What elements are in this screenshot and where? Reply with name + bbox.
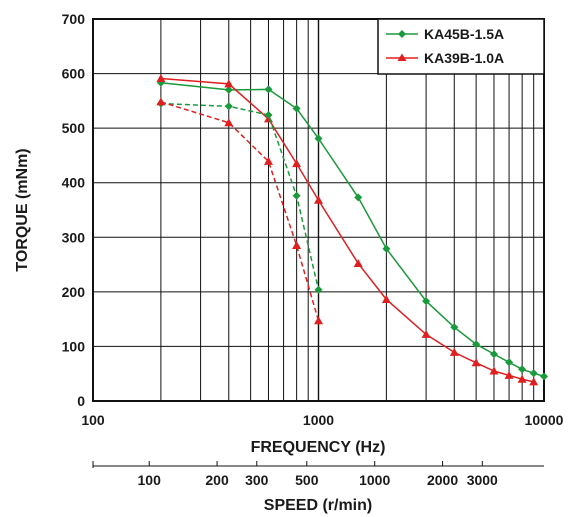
data-point	[292, 104, 301, 113]
data-point	[505, 358, 514, 367]
speed-axis-title: SPEED (r/min)	[264, 497, 372, 514]
tick-labels: 0 100 200 300 400 500 600 700 100 1000 10000	[62, 11, 564, 428]
legend-marker-ka45b	[398, 30, 406, 38]
speed-tick-label: 2000	[427, 472, 458, 488]
data-point	[314, 134, 323, 143]
legend: KA45B-1.5A KA39B-1.0A	[377, 18, 545, 75]
y-tick-label: 500	[62, 120, 86, 136]
data-point	[504, 370, 514, 379]
series-1	[156, 74, 539, 386]
y-tick-label: 200	[62, 284, 86, 300]
data-point	[264, 156, 273, 165]
data-point	[314, 285, 323, 294]
data-point	[264, 111, 273, 119]
data-point	[422, 297, 431, 306]
data-point	[540, 372, 548, 381]
data-point	[156, 97, 166, 106]
x-axis-title: FREQUENCY (Hz)	[251, 439, 386, 456]
data-point	[224, 79, 234, 88]
speed-tick-label: 1000	[359, 472, 390, 488]
legend-label-ka45b: KA45B-1.5A	[424, 26, 504, 42]
series-0	[156, 78, 548, 381]
data-point	[529, 377, 539, 386]
data-point	[353, 259, 363, 267]
data-point	[471, 358, 481, 367]
data-point	[354, 193, 363, 202]
data-point	[450, 323, 459, 332]
data-point	[382, 244, 391, 253]
y-axis-title: TORQUE (mNm)	[14, 148, 31, 271]
series-line	[160, 82, 545, 378]
data-point	[472, 340, 481, 349]
legend-box	[377, 18, 545, 75]
data-point	[264, 85, 273, 94]
data-point	[224, 85, 233, 94]
legend-marker-ka39b	[397, 53, 407, 61]
speed-tick-label: 3000	[467, 472, 498, 488]
plot-frame	[92, 18, 545, 402]
series-3	[156, 97, 323, 325]
speed-tick-label: 500	[295, 472, 319, 488]
data-point	[292, 159, 302, 168]
speed-tick-label: 300	[245, 472, 269, 488]
data-point	[292, 241, 302, 249]
data-point	[224, 118, 234, 127]
y-tick-label: 300	[62, 229, 86, 245]
y-tick-label: 400	[62, 175, 86, 191]
series-2	[156, 99, 323, 294]
y-tick-label: 700	[62, 11, 86, 27]
data-point	[490, 350, 498, 359]
x-tick-label: 100	[81, 412, 105, 428]
data-point	[449, 347, 459, 356]
y-tick-label: 0	[77, 393, 85, 409]
speed-tick-label: 200	[205, 472, 229, 488]
speed-tick-label: 100	[138, 472, 162, 488]
data-point	[517, 374, 527, 383]
data-point	[489, 366, 499, 375]
x-tick-label: 10000	[525, 412, 564, 428]
data-point	[518, 365, 527, 374]
legend-label-ka39b: KA39B-1.0A	[424, 50, 504, 66]
data-point	[314, 195, 323, 204]
y-tick-label: 100	[62, 338, 86, 354]
data-point	[156, 74, 166, 82]
data-point	[421, 329, 431, 338]
series-line	[160, 77, 534, 383]
data-point	[224, 102, 233, 111]
data-point	[381, 295, 391, 303]
series-line	[160, 101, 320, 322]
data-point	[314, 316, 323, 325]
data-point	[529, 369, 538, 378]
data-point	[292, 191, 301, 200]
series-layer	[156, 74, 548, 386]
speed-axis: 100 200 300 500 1000 2000 3000 SPEED (r/min)	[92, 461, 544, 514]
x-tick-label: 1000	[303, 412, 334, 428]
y-tick-label: 600	[62, 66, 86, 82]
speed-tick-labels: 100 200 300 500 1000 2000 3000	[138, 461, 498, 488]
